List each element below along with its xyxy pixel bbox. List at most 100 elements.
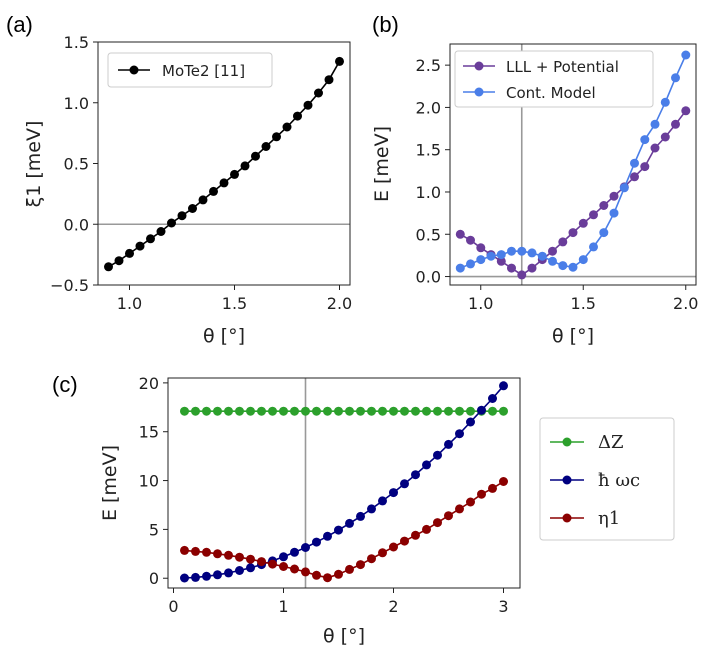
panel-c-series-1-point-1 bbox=[191, 572, 200, 582]
panel-c-series-0-point-16 bbox=[356, 406, 365, 416]
panel-c-ytick-label-2: 10 bbox=[139, 472, 159, 491]
panel-b-ytick-label-4: 2.0 bbox=[416, 98, 441, 117]
panel-a-label: (a) bbox=[6, 12, 33, 37]
panel-c-series-1-point-22 bbox=[422, 460, 431, 470]
panel-a-ytick-label-1: 0.0 bbox=[64, 215, 89, 234]
panel-b-series-1-point-20 bbox=[660, 97, 670, 107]
panel-c-xlabel: θ [°] bbox=[323, 625, 365, 647]
panel-c-series-2-point-8 bbox=[268, 559, 277, 569]
panel-a-series-0-point-11 bbox=[219, 178, 229, 188]
panel-a-series-0-point-21 bbox=[324, 75, 334, 85]
panel-b-series-1-point-13 bbox=[589, 242, 598, 252]
panel-c-legend-marker-1 bbox=[562, 475, 572, 485]
panel-c-series-2-point-11 bbox=[301, 567, 310, 577]
panel-a-series-0-point-19 bbox=[303, 100, 313, 110]
panel-b-series-0-point-15 bbox=[609, 191, 619, 201]
panel-a-series-0-point-0 bbox=[104, 262, 113, 272]
panel-b-series-1-point-15 bbox=[609, 208, 619, 218]
panel-c-legend-marker-0 bbox=[562, 437, 572, 447]
panel-a-series-0-point-15 bbox=[261, 142, 271, 151]
panel-a-series-0-point-2 bbox=[125, 248, 134, 258]
panel-a-series-0-point-22 bbox=[335, 56, 344, 66]
panel-b-series-0-point-7 bbox=[527, 263, 537, 273]
panel-b-xtick-label-0: 1.0 bbox=[468, 294, 493, 313]
panel-c-series-2-point-29 bbox=[499, 477, 508, 486]
panel-c-series-0-point-11 bbox=[301, 406, 310, 416]
panel-c-series-2-point-9 bbox=[279, 562, 288, 571]
panel-b-yticks: 0.0 0.5 1.0 1.5 2.0 2.5 bbox=[416, 56, 450, 287]
panel-b-series-1-point-4 bbox=[496, 250, 506, 260]
panel-c-series-2-point-10 bbox=[290, 564, 299, 574]
panel-b-series bbox=[455, 50, 691, 280]
panel-c-series-2-point-1 bbox=[191, 546, 200, 556]
panel-b-series-1-point-17 bbox=[630, 158, 639, 168]
panel-c-yticks: 0 5 10 15 20 bbox=[139, 374, 168, 588]
panel-b-ytick-label-0: 0.0 bbox=[416, 268, 441, 287]
panel-c-series-0-point-22 bbox=[422, 406, 431, 416]
panel-c-series-2-point-18 bbox=[378, 548, 387, 558]
panel-b-series-1-point-12 bbox=[578, 255, 588, 265]
panel-c-series-2-point-13 bbox=[323, 573, 332, 583]
panel-a-legend-marker-0 bbox=[129, 65, 139, 75]
panel-c-series-2-point-5 bbox=[235, 552, 244, 562]
panel-a-xtick-label-1: 1.5 bbox=[222, 294, 247, 313]
panel-c-xtick-label-3: 3 bbox=[498, 597, 508, 616]
panel-c-series-2-point-24 bbox=[444, 511, 453, 521]
panel-c: (c) 0 1 2 3 0 5 10 15 20 θ [°] E [meV] ΔZ ħ ωc … bbox=[52, 372, 675, 647]
panel-c-series-2-point-20 bbox=[400, 536, 409, 546]
panel-b-legend-box bbox=[454, 50, 654, 108]
panel-b-legend-marker-1 bbox=[474, 87, 484, 97]
panel-b-series-0-point-6 bbox=[517, 270, 527, 280]
panel-c-series-2-point-2 bbox=[202, 547, 211, 557]
panel-a-series-0-point-17 bbox=[282, 122, 292, 132]
panel-a-series-0-point-8 bbox=[188, 204, 197, 213]
panel-c-series-0-point-20 bbox=[400, 406, 409, 416]
panel-a-series-0-point-16 bbox=[272, 132, 281, 142]
panel-a-series-0-point-4 bbox=[146, 234, 155, 244]
panel-c-series-1-point-16 bbox=[356, 511, 365, 521]
panel-a-series-0-point-13 bbox=[240, 161, 250, 171]
panel-c-series-2-point-0 bbox=[180, 545, 189, 555]
panel-b-xtick-label-2: 2.0 bbox=[673, 294, 698, 313]
panel-c-series-2-point-22 bbox=[422, 524, 431, 534]
panel-a-ytick-label-0: −0.5 bbox=[50, 276, 89, 295]
panel-c-series-0-point-17 bbox=[367, 406, 376, 416]
panel-b-ytick-label-1: 0.5 bbox=[416, 225, 441, 244]
panel-c-legend-box bbox=[539, 417, 675, 541]
panel-c-series-0-point-6 bbox=[246, 406, 255, 416]
panel-c-series-1-point-12 bbox=[312, 537, 321, 547]
panel-b-series-1-point-14 bbox=[599, 228, 609, 238]
panel-c-series-0-point-19 bbox=[389, 406, 398, 416]
panel-c-series-1-point-14 bbox=[334, 525, 343, 535]
panel-b-series-1-point-19 bbox=[650, 119, 660, 129]
panel-a-series-0-point-9 bbox=[198, 195, 208, 205]
panel-a-xtick-label-2: 2.0 bbox=[327, 294, 352, 313]
panel-a-xtick-label-0: 1.0 bbox=[117, 294, 142, 313]
panel-c-series-0-point-5 bbox=[235, 406, 244, 416]
panel-c-legend-label-1: ħ ωc bbox=[598, 470, 640, 491]
panel-c-xtick-label-1: 1 bbox=[278, 597, 288, 616]
panel-b-xtick-label-1: 1.5 bbox=[571, 294, 596, 313]
panel-c-series-2-point-4 bbox=[224, 550, 233, 560]
panel-a-series-0-point-14 bbox=[251, 151, 260, 161]
panel-c-series bbox=[180, 381, 508, 583]
panel-c-ytick-label-4: 20 bbox=[139, 374, 159, 393]
panel-c-series-2-point-6 bbox=[246, 554, 255, 564]
panel-b-ytick-label-5: 2.5 bbox=[416, 56, 441, 75]
panel-c-series-1-point-26 bbox=[466, 417, 475, 427]
panel-c-series-1-point-23 bbox=[433, 450, 442, 460]
panel-b: (b) 1.0 1.5 2.0 0.0 0.5 1.0 1.5 2.0 2.5 θ [°] E… bbox=[371, 12, 698, 347]
panel-b-label: (b) bbox=[372, 12, 399, 37]
panel-c-series-0-point-3 bbox=[213, 406, 222, 416]
panel-c-frame bbox=[167, 377, 521, 589]
panel-c-series-0-point-29 bbox=[499, 406, 508, 416]
panel-c-legend-label-0: ΔZ bbox=[598, 432, 624, 453]
panel-b-series-0-line bbox=[459, 110, 687, 276]
panel-c-series-2-point-17 bbox=[367, 554, 376, 564]
panel-c-series-0-point-0 bbox=[180, 406, 189, 416]
panel-c-legend-label-2: η1 bbox=[598, 508, 620, 529]
panel-b-series-0-point-1 bbox=[466, 235, 475, 245]
panel-b-series-1-point-3 bbox=[486, 251, 496, 261]
panel-b-legend-label-1: Cont. Model bbox=[506, 84, 596, 102]
